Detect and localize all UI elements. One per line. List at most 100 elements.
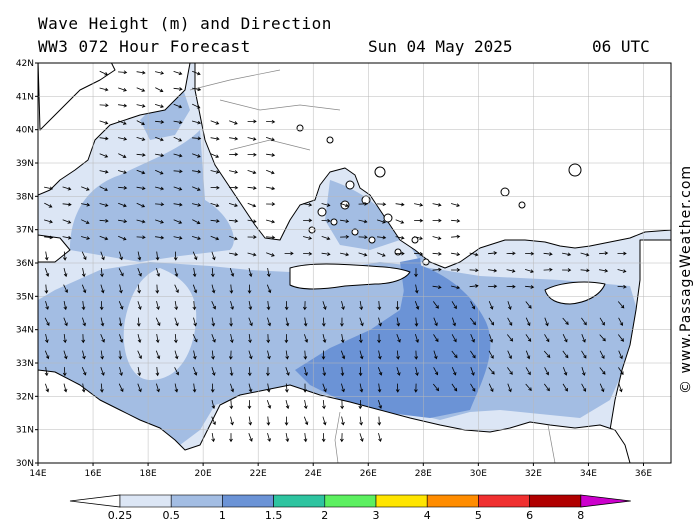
colorbar-label: 5 bbox=[475, 509, 482, 522]
direction-arrow bbox=[266, 252, 275, 257]
direction-arrow bbox=[81, 268, 86, 278]
direction-arrow bbox=[525, 367, 531, 376]
direction-arrow bbox=[267, 432, 271, 442]
direction-arrow bbox=[469, 317, 476, 326]
direction-arrow bbox=[341, 383, 345, 393]
direction-arrow bbox=[451, 334, 457, 343]
direction-arrow bbox=[359, 301, 364, 311]
direction-arrow bbox=[451, 367, 457, 376]
direction-arrow bbox=[377, 334, 381, 344]
colorbar-label: 2 bbox=[321, 509, 328, 522]
direction-arrow bbox=[488, 317, 495, 326]
direction-arrow bbox=[285, 367, 290, 376]
direction-arrow bbox=[136, 169, 146, 175]
direction-arrow bbox=[488, 367, 495, 375]
direction-arrow bbox=[377, 301, 382, 311]
lon-tick-label: 16E bbox=[84, 469, 101, 479]
direction-arrow bbox=[210, 219, 220, 223]
direction-arrow bbox=[229, 120, 238, 125]
direction-arrow bbox=[117, 170, 127, 174]
direction-arrow bbox=[267, 350, 271, 360]
lat-tick-label: 37N bbox=[16, 226, 34, 236]
forecast-subtitle: WW3 072 Hour Forecast bbox=[38, 37, 251, 56]
direction-arrow bbox=[470, 301, 476, 310]
direction-arrow bbox=[229, 367, 234, 377]
direction-arrow bbox=[378, 317, 382, 327]
direction-arrow bbox=[100, 317, 105, 327]
direction-arrow bbox=[525, 285, 535, 289]
direction-arrow bbox=[284, 416, 289, 426]
direction-arrow bbox=[544, 367, 549, 376]
direction-arrow bbox=[192, 169, 202, 174]
direction-arrow bbox=[321, 317, 326, 327]
direction-arrow bbox=[118, 301, 124, 310]
direction-arrow bbox=[358, 367, 363, 377]
direction-arrow bbox=[99, 70, 109, 76]
direction-arrow bbox=[414, 317, 419, 327]
lat-tick-label: 33N bbox=[16, 359, 34, 369]
colorbar-high-cap bbox=[580, 494, 631, 508]
direction-arrow bbox=[469, 252, 479, 257]
direction-arrow bbox=[137, 383, 142, 393]
direction-arrow bbox=[414, 350, 419, 360]
direction-arrow bbox=[210, 203, 220, 208]
direction-arrow bbox=[229, 185, 239, 190]
direction-arrow bbox=[488, 350, 494, 359]
direction-arrow bbox=[321, 236, 331, 241]
direction-arrow bbox=[63, 334, 67, 344]
direction-arrow bbox=[118, 317, 123, 327]
direction-arrow bbox=[248, 433, 253, 442]
levant-land bbox=[609, 239, 671, 463]
direction-arrow bbox=[137, 268, 142, 277]
direction-arrow bbox=[193, 350, 197, 360]
direction-arrow bbox=[118, 235, 127, 241]
direction-arrow bbox=[174, 317, 179, 327]
direction-arrow bbox=[247, 170, 257, 175]
direction-arrow bbox=[63, 267, 68, 278]
wave-direction-arrows bbox=[43, 70, 627, 443]
direction-arrow bbox=[192, 334, 198, 343]
direction-arrow bbox=[63, 350, 68, 360]
direction-arrow bbox=[174, 367, 179, 376]
direction-arrow bbox=[562, 334, 568, 343]
direction-arrow bbox=[192, 203, 202, 207]
direction-arrow bbox=[285, 350, 289, 360]
direction-arrow bbox=[137, 367, 142, 377]
direction-arrow bbox=[229, 235, 238, 241]
credit-text: © www.PassageWeather.com bbox=[678, 164, 694, 394]
direction-arrow bbox=[580, 252, 590, 257]
direction-arrow bbox=[247, 152, 257, 157]
direction-arrow bbox=[617, 284, 627, 289]
direction-arrow bbox=[99, 235, 109, 241]
lat-tick-label: 35N bbox=[16, 292, 34, 302]
direction-arrow bbox=[44, 350, 50, 360]
direction-arrow bbox=[100, 334, 105, 343]
lat-tick-label: 41N bbox=[16, 92, 34, 102]
colorbar-label: 0.5 bbox=[162, 509, 180, 522]
direction-arrow bbox=[99, 87, 109, 92]
direction-arrow bbox=[322, 301, 327, 310]
direction-arrow bbox=[303, 202, 313, 207]
direction-arrow bbox=[340, 334, 345, 344]
direction-arrow bbox=[211, 301, 216, 310]
colorbar-low-cap bbox=[69, 494, 121, 508]
direction-arrow bbox=[415, 367, 419, 377]
direction-arrow bbox=[470, 367, 475, 376]
direction-arrow bbox=[322, 416, 327, 426]
direction-arrow bbox=[359, 317, 364, 327]
direction-arrow bbox=[174, 301, 179, 311]
direction-arrow bbox=[580, 268, 590, 273]
balkans-anatolia-land bbox=[194, 63, 671, 269]
direction-arrow bbox=[321, 433, 326, 443]
lon-tick-label: 28E bbox=[415, 469, 432, 479]
direction-arrow bbox=[81, 284, 87, 294]
colorbar-segment bbox=[375, 494, 428, 508]
direction-arrow bbox=[136, 137, 146, 141]
direction-arrow bbox=[99, 218, 109, 223]
color-scale: 0.25 0.5 1 1.5 2 3 4 5 6 8 bbox=[69, 494, 631, 522]
direction-arrow bbox=[192, 383, 197, 393]
colorbar-segment bbox=[273, 494, 326, 508]
direction-arrow bbox=[228, 203, 238, 207]
latitude-ticks: 30N 31N 32N 33N 34N 35N 36N 37N 38N 39N 40N 41N 42N bbox=[16, 59, 38, 469]
